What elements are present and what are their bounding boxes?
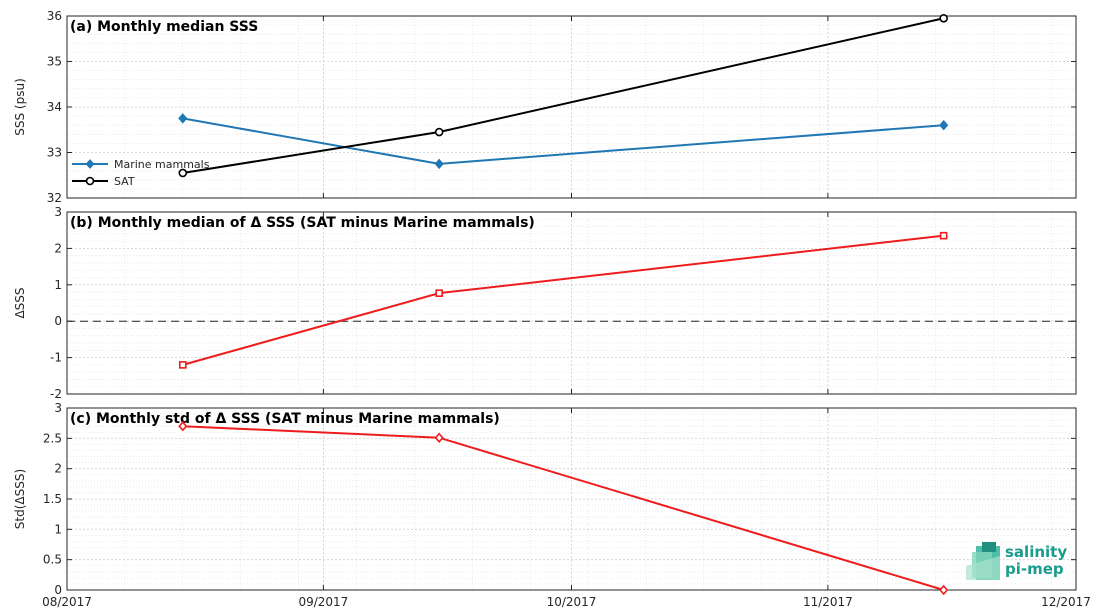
x-tick-label: 12/2017 bbox=[1041, 595, 1091, 609]
data-point bbox=[434, 432, 444, 443]
logo-mark-icon bbox=[966, 542, 1000, 580]
y-axis-label: SSS (psu) bbox=[13, 78, 27, 136]
y-tick-label: 1.5 bbox=[43, 492, 62, 506]
panel-title: (a) Monthly median SSS bbox=[70, 19, 258, 35]
y-axis-label: Std(ΔSSS) bbox=[13, 469, 27, 529]
y-tick-label: 1 bbox=[54, 278, 62, 292]
salinity-pimep-logo: salinity pi-mep bbox=[966, 542, 1067, 580]
data-point bbox=[939, 584, 949, 596]
series-marine-mammals bbox=[178, 113, 949, 170]
y-tick-label: 3 bbox=[54, 205, 62, 219]
plot-area bbox=[67, 212, 1076, 394]
y-tick-label: 1 bbox=[54, 522, 62, 536]
data-point bbox=[178, 113, 188, 124]
panel-title: (b) Monthly median of Δ SSS (SAT minus M… bbox=[70, 215, 535, 231]
y-tick-label: -2 bbox=[50, 387, 62, 401]
series-1 bbox=[178, 231, 948, 369]
data-point bbox=[434, 127, 444, 137]
logo-line1: salinity bbox=[1005, 543, 1067, 561]
y-tick-label: 32 bbox=[47, 191, 62, 205]
panel-title: (c) Monthly std of Δ SSS (SAT minus Mari… bbox=[70, 411, 500, 427]
data-point bbox=[435, 289, 443, 297]
data-point bbox=[939, 119, 949, 131]
y-tick-label: 0 bbox=[54, 583, 62, 597]
x-tick-label: 08/2017 bbox=[42, 595, 92, 609]
legend-label: SAT bbox=[114, 175, 135, 188]
y-axis-label: ΔSSS bbox=[13, 287, 27, 318]
legend-label: Marine mammals bbox=[114, 158, 210, 171]
data-point bbox=[434, 158, 444, 170]
y-tick-label: -1 bbox=[50, 351, 62, 365]
legend-swatch-marker bbox=[85, 159, 95, 169]
logo-line2: pi-mep bbox=[1005, 560, 1064, 578]
y-tick-label: 3 bbox=[54, 401, 62, 415]
x-tick-label: 09/2017 bbox=[298, 595, 348, 609]
y-tick-label: 36 bbox=[47, 9, 62, 23]
panel-2: -2 -1 0 1 2 3 ΔSSS (b) Monthly median of Δ SSS … bbox=[13, 205, 1077, 401]
data-point bbox=[939, 13, 948, 23]
y-tick-label: 2 bbox=[54, 462, 62, 476]
legend-swatch-marker bbox=[85, 176, 95, 186]
panel-1: 32 33 34 35 36 SSS (psu) (a) Monthly median SS… bbox=[13, 9, 1077, 205]
y-tick-label: 0.5 bbox=[43, 553, 62, 567]
x-tick-label: 11/2017 bbox=[803, 595, 853, 609]
legend: Marine mammals SAT bbox=[72, 158, 210, 188]
series-1 bbox=[178, 420, 949, 596]
x-tick-label: 10/2017 bbox=[547, 595, 597, 609]
y-tick-label: 34 bbox=[47, 100, 62, 114]
y-tick-label: 2 bbox=[54, 241, 62, 255]
data-point bbox=[178, 420, 188, 432]
y-tick-label: 33 bbox=[47, 146, 62, 160]
panel-3: 0 0.5 1 1.5 2 2.5 3 08/2017 09/2017 10/2017 11/201… bbox=[13, 401, 1091, 609]
y-tick-label: 0 bbox=[54, 314, 62, 328]
y-tick-label: 2.5 bbox=[43, 431, 62, 445]
data-point bbox=[939, 231, 948, 240]
series-sat bbox=[178, 13, 948, 178]
data-point bbox=[178, 361, 187, 369]
data-point bbox=[178, 168, 188, 178]
y-tick-label: 35 bbox=[47, 55, 62, 69]
